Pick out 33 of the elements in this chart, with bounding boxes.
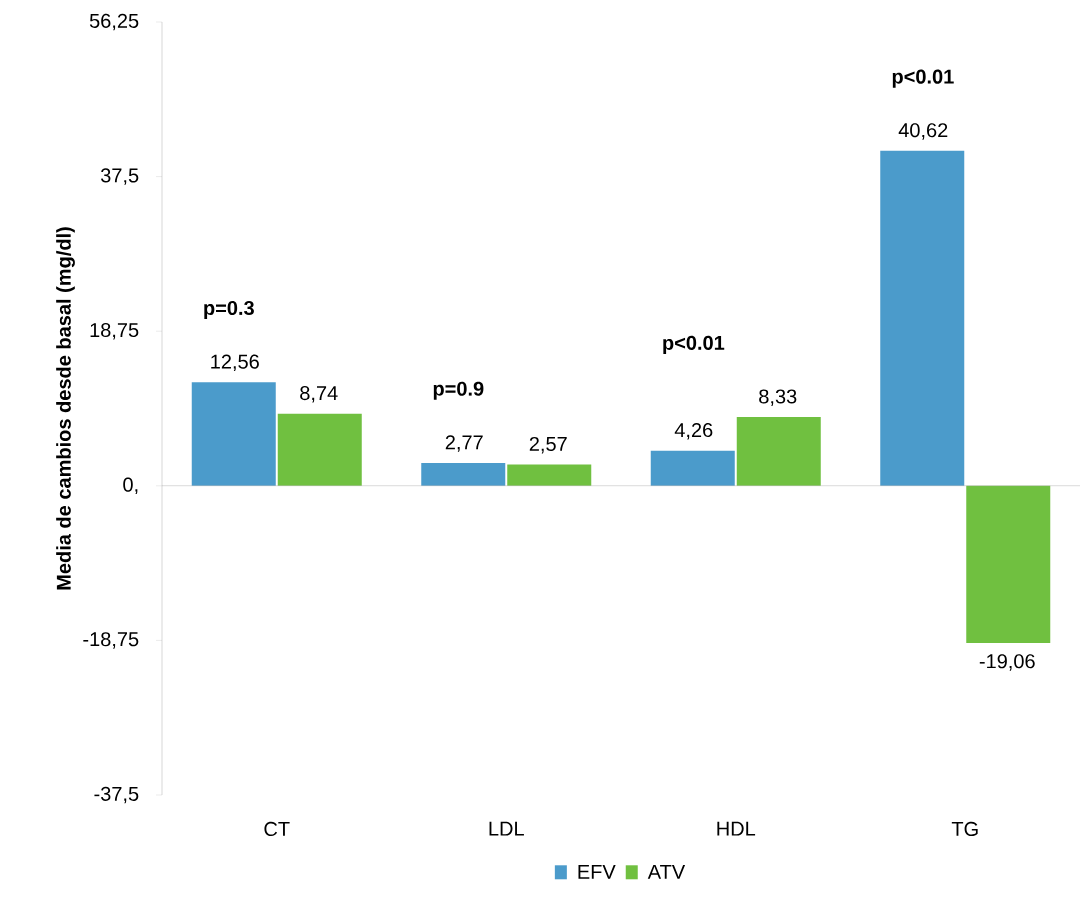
bar <box>966 485 1051 643</box>
annotation: p<0.01 <box>663 335 725 354</box>
bar <box>277 413 362 486</box>
data-label: 2,77 <box>445 435 483 452</box>
y-tick-label: 18,75 <box>90 322 139 340</box>
data-label: 2,57 <box>529 436 567 454</box>
data-label: 8,33 <box>759 389 797 406</box>
data-label: 12,56 <box>211 354 259 372</box>
annotation: p=0.3 <box>204 300 254 320</box>
y-tick-label: -37,5 <box>94 786 139 804</box>
bar <box>507 464 592 486</box>
data-label: 40,62 <box>898 123 948 140</box>
bar <box>191 382 276 486</box>
annotation: p=0.9 <box>433 381 484 400</box>
data-label: 4,26 <box>674 422 713 440</box>
data-label: 8,74 <box>300 386 338 403</box>
x-tick-label: LDL <box>489 821 524 836</box>
annotation: p<0.01 <box>892 69 954 88</box>
x-tick-label: TG <box>951 821 978 837</box>
y-axis-title: Media de cambios desde basal (mg/dl) <box>56 227 75 590</box>
bar <box>421 462 506 486</box>
legend-label: EFV <box>578 864 616 879</box>
bar <box>736 417 821 486</box>
y-tick-label: 0, <box>123 477 138 495</box>
data-label: -19,06 <box>979 654 1035 671</box>
legend-label: ATV <box>647 864 686 879</box>
y-tick-label: 56,25 <box>89 13 139 31</box>
x-tick-label: CT <box>264 821 290 837</box>
x-tick-label: HDL <box>717 821 756 836</box>
y-tick-label: 37,5 <box>100 168 139 185</box>
bar <box>650 450 735 486</box>
bar <box>880 150 965 486</box>
y-tick-label: -18,75 <box>83 632 139 649</box>
